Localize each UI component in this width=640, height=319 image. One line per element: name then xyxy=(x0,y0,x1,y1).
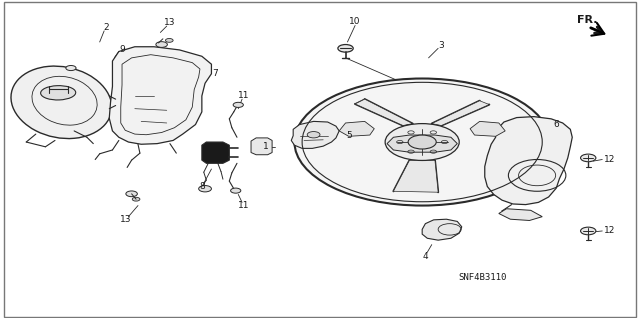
Text: 4: 4 xyxy=(422,252,428,261)
Text: 11: 11 xyxy=(237,201,249,210)
Circle shape xyxy=(408,135,436,149)
Polygon shape xyxy=(251,138,272,155)
FancyArrowPatch shape xyxy=(591,27,602,33)
Text: 9: 9 xyxy=(119,45,125,55)
Circle shape xyxy=(294,78,550,205)
Text: SNF4B3110: SNF4B3110 xyxy=(459,272,507,281)
Text: 7: 7 xyxy=(212,69,218,78)
Circle shape xyxy=(198,186,211,192)
Polygon shape xyxy=(387,135,458,152)
FancyArrowPatch shape xyxy=(591,23,604,36)
Polygon shape xyxy=(432,101,489,125)
Circle shape xyxy=(580,154,596,162)
Circle shape xyxy=(230,188,241,193)
Ellipse shape xyxy=(11,66,112,138)
Text: 5: 5 xyxy=(346,131,351,140)
Text: 8: 8 xyxy=(199,182,205,191)
Circle shape xyxy=(166,39,173,42)
Polygon shape xyxy=(355,99,413,125)
Circle shape xyxy=(132,197,140,201)
Text: 2: 2 xyxy=(103,23,109,32)
Circle shape xyxy=(385,123,460,160)
Text: 13: 13 xyxy=(164,19,175,27)
Text: 10: 10 xyxy=(349,17,361,26)
Polygon shape xyxy=(484,117,572,204)
Circle shape xyxy=(580,227,596,235)
Text: 12: 12 xyxy=(604,155,615,164)
Polygon shape xyxy=(394,160,438,192)
Polygon shape xyxy=(499,209,542,220)
Polygon shape xyxy=(291,122,339,148)
Circle shape xyxy=(233,102,243,108)
Circle shape xyxy=(66,65,76,70)
Ellipse shape xyxy=(40,85,76,100)
Text: 6: 6 xyxy=(554,120,559,129)
Text: FR.: FR. xyxy=(577,15,597,25)
Circle shape xyxy=(156,42,168,48)
Text: 13: 13 xyxy=(120,215,131,224)
Circle shape xyxy=(307,131,320,138)
Polygon shape xyxy=(109,47,211,144)
Polygon shape xyxy=(339,122,374,136)
Polygon shape xyxy=(202,142,229,163)
Circle shape xyxy=(338,45,353,52)
Polygon shape xyxy=(422,219,462,240)
Circle shape xyxy=(126,191,138,197)
Polygon shape xyxy=(470,122,505,136)
Text: 11: 11 xyxy=(237,92,249,100)
Text: 1: 1 xyxy=(263,142,269,151)
Text: 3: 3 xyxy=(438,41,444,50)
Text: 12: 12 xyxy=(604,226,615,235)
